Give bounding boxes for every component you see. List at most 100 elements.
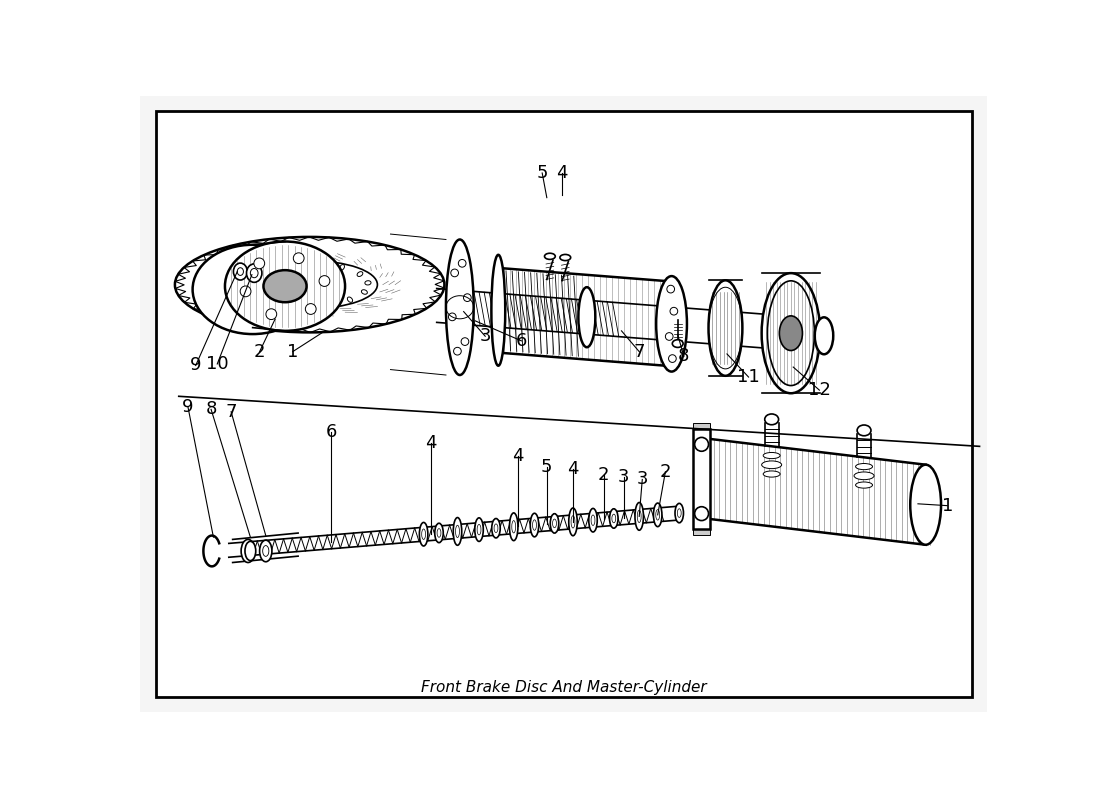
Text: 9: 9	[183, 398, 194, 416]
Text: 1: 1	[287, 342, 298, 361]
Polygon shape	[693, 529, 711, 535]
Ellipse shape	[275, 299, 279, 305]
Ellipse shape	[672, 340, 683, 347]
Ellipse shape	[560, 254, 571, 261]
Ellipse shape	[856, 482, 872, 488]
Ellipse shape	[326, 302, 330, 307]
Circle shape	[319, 276, 330, 286]
Circle shape	[667, 286, 674, 293]
Ellipse shape	[252, 275, 257, 279]
Ellipse shape	[266, 267, 272, 272]
Ellipse shape	[419, 522, 428, 546]
Text: 8: 8	[679, 347, 690, 366]
Ellipse shape	[763, 453, 780, 458]
Circle shape	[294, 253, 304, 264]
Ellipse shape	[289, 262, 294, 268]
Ellipse shape	[761, 461, 782, 469]
Ellipse shape	[260, 540, 272, 562]
Circle shape	[449, 313, 456, 321]
Ellipse shape	[446, 239, 474, 375]
Ellipse shape	[550, 514, 559, 533]
Ellipse shape	[911, 465, 942, 545]
Ellipse shape	[365, 281, 371, 285]
Circle shape	[254, 258, 265, 269]
Text: 2: 2	[660, 462, 671, 481]
Text: 6: 6	[516, 332, 527, 350]
Ellipse shape	[708, 280, 742, 376]
Ellipse shape	[434, 523, 443, 542]
Ellipse shape	[656, 276, 686, 371]
Text: 5: 5	[541, 458, 552, 476]
Ellipse shape	[233, 263, 248, 280]
Ellipse shape	[358, 272, 363, 277]
Text: 5: 5	[537, 164, 548, 182]
Ellipse shape	[340, 265, 344, 270]
Circle shape	[695, 506, 708, 521]
Ellipse shape	[764, 414, 779, 425]
Text: 6: 6	[326, 422, 337, 441]
Ellipse shape	[192, 245, 312, 334]
Circle shape	[453, 347, 461, 355]
Circle shape	[240, 286, 251, 297]
Text: Front Brake Disc And Master-Cylinder: Front Brake Disc And Master-Cylinder	[421, 680, 706, 695]
Ellipse shape	[316, 261, 320, 267]
Text: 4: 4	[557, 164, 568, 182]
Circle shape	[306, 304, 316, 314]
Ellipse shape	[635, 502, 643, 530]
Ellipse shape	[544, 254, 556, 259]
Circle shape	[463, 294, 471, 302]
Circle shape	[670, 307, 678, 315]
Circle shape	[451, 269, 459, 277]
Ellipse shape	[224, 242, 345, 331]
Ellipse shape	[675, 503, 683, 522]
Ellipse shape	[779, 316, 802, 350]
Ellipse shape	[246, 264, 262, 282]
Ellipse shape	[509, 513, 518, 541]
Ellipse shape	[362, 290, 367, 294]
Text: 7: 7	[226, 402, 236, 421]
Text: 4: 4	[568, 460, 579, 478]
Ellipse shape	[241, 539, 255, 562]
Text: 4: 4	[426, 434, 437, 451]
Ellipse shape	[856, 463, 872, 470]
Ellipse shape	[249, 284, 254, 289]
Ellipse shape	[653, 503, 662, 526]
Polygon shape	[693, 422, 711, 429]
Text: 9: 9	[190, 357, 201, 374]
Ellipse shape	[475, 518, 483, 542]
Ellipse shape	[857, 425, 871, 436]
Ellipse shape	[175, 237, 444, 332]
Ellipse shape	[569, 508, 578, 536]
Ellipse shape	[492, 518, 500, 538]
Ellipse shape	[453, 518, 462, 546]
Text: 12: 12	[808, 381, 830, 399]
Circle shape	[459, 259, 466, 267]
Ellipse shape	[245, 542, 255, 561]
Ellipse shape	[609, 509, 618, 528]
Text: 2: 2	[598, 466, 609, 484]
Ellipse shape	[264, 270, 307, 302]
Circle shape	[461, 338, 469, 346]
Text: 7: 7	[634, 342, 645, 361]
Ellipse shape	[768, 281, 814, 386]
Text: 2: 2	[254, 342, 265, 361]
Text: 3: 3	[637, 470, 648, 489]
Ellipse shape	[588, 509, 597, 532]
Text: 3: 3	[618, 468, 629, 486]
Circle shape	[266, 309, 277, 319]
Ellipse shape	[348, 297, 353, 302]
Ellipse shape	[761, 273, 821, 394]
Ellipse shape	[763, 471, 780, 477]
Ellipse shape	[256, 293, 262, 298]
Text: 10: 10	[206, 355, 229, 373]
Ellipse shape	[299, 302, 304, 308]
Bar	[693, 429, 711, 529]
Text: 1: 1	[942, 497, 953, 514]
Ellipse shape	[815, 318, 834, 354]
Ellipse shape	[854, 472, 874, 480]
Text: 3: 3	[480, 327, 491, 346]
Ellipse shape	[579, 287, 595, 347]
Ellipse shape	[530, 514, 539, 537]
Circle shape	[666, 333, 673, 340]
Text: 4: 4	[512, 447, 524, 466]
